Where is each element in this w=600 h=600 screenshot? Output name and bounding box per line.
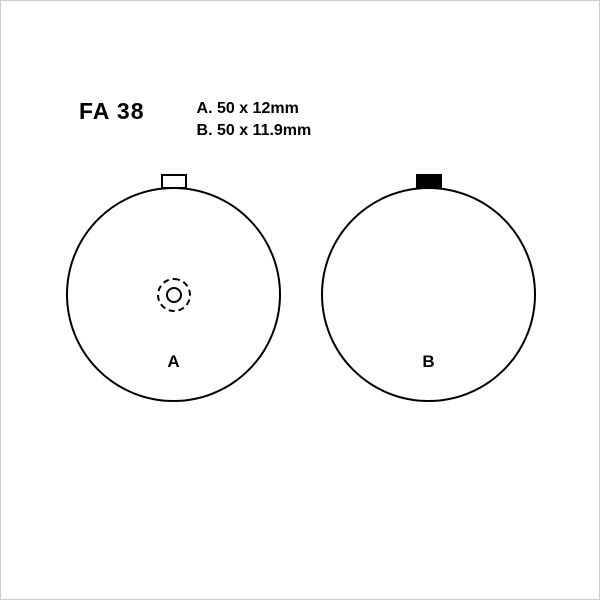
diagram-container: FA 38 A. 50 x 12mm B. 50 x 11.9mm A B	[0, 0, 600, 600]
dimension-a: A. 50 x 12mm	[197, 98, 312, 120]
circle-group-b: B	[321, 176, 536, 391]
label-a: A	[167, 352, 179, 372]
dimensions-block: A. 50 x 12mm B. 50 x 11.9mm	[197, 98, 312, 141]
header: FA 38 A. 50 x 12mm B. 50 x 11.9mm	[79, 98, 311, 141]
circles-area: A B	[1, 176, 600, 476]
inner-circle-icon	[166, 287, 182, 303]
part-number: FA 38	[79, 98, 145, 125]
dimension-b: B. 50 x 11.9mm	[197, 120, 312, 142]
circle-b: B	[321, 187, 536, 402]
circle-a: A	[66, 187, 281, 402]
label-b: B	[422, 352, 434, 372]
circle-group-a: A	[66, 176, 281, 391]
